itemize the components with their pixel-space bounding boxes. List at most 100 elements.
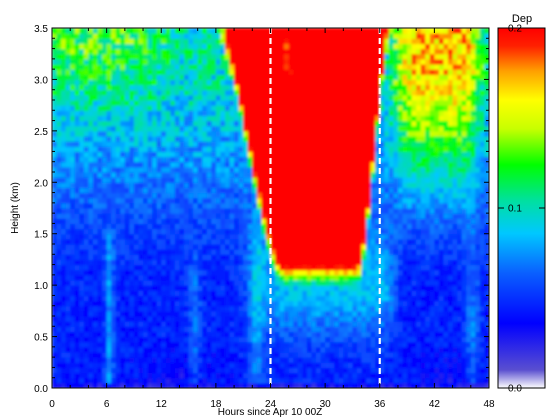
heatmap-cell <box>302 290 308 297</box>
heatmap-cell <box>311 84 317 91</box>
heatmap-cell <box>206 357 212 363</box>
heatmap-cell <box>129 233 135 240</box>
heatmap-cell <box>306 295 313 302</box>
heatmap-cell <box>133 259 140 266</box>
heatmap-cell <box>74 84 80 91</box>
heatmap-cell <box>329 213 335 219</box>
heatmap-cell <box>320 310 326 317</box>
heatmap-cell <box>325 233 331 240</box>
heatmap-cell <box>215 336 222 343</box>
heatmap-cell <box>124 326 130 333</box>
heatmap-cell <box>152 146 158 153</box>
heatmap-cell <box>347 136 354 142</box>
heatmap-cell <box>184 326 190 333</box>
heatmap-cell <box>256 151 262 158</box>
heatmap-cell <box>261 110 267 117</box>
heatmap-cell <box>170 187 176 194</box>
heatmap-cell <box>275 280 281 286</box>
heatmap-cell <box>325 295 331 302</box>
heatmap-cell <box>215 94 222 101</box>
heatmap-cell <box>352 64 358 70</box>
heatmap-cell <box>252 100 258 106</box>
heatmap-cell <box>111 74 117 81</box>
heatmap-cell <box>170 362 176 369</box>
heatmap-cell <box>229 238 235 245</box>
heatmap-cell <box>193 28 199 34</box>
heatmap-cell <box>229 187 235 194</box>
heatmap-cell <box>361 336 367 343</box>
heatmap-cell <box>220 316 226 322</box>
heatmap-cell <box>161 48 167 55</box>
heatmap-cell <box>138 228 144 235</box>
heatmap-cell <box>193 84 199 91</box>
heatmap-cell <box>302 310 308 317</box>
heatmap-cell <box>143 346 149 353</box>
heatmap-cell <box>170 38 176 45</box>
heatmap-cell <box>129 115 135 122</box>
heatmap-cell <box>288 362 294 369</box>
heatmap-cell <box>170 310 176 317</box>
heatmap-cell <box>252 58 258 65</box>
heatmap-cell <box>56 100 62 106</box>
heatmap-cell <box>229 300 235 307</box>
heatmap-cell <box>370 125 376 132</box>
heatmap-cell <box>343 156 349 163</box>
heatmap-cell <box>229 115 235 122</box>
heatmap-cell <box>161 172 167 178</box>
heatmap-cell <box>215 48 222 55</box>
heatmap-cell <box>361 326 367 333</box>
heatmap-cell <box>74 305 80 312</box>
heatmap-cell <box>97 136 103 142</box>
heatmap-cell <box>343 316 349 322</box>
heatmap-cell <box>156 208 162 214</box>
heatmap-cell <box>92 74 99 81</box>
heatmap-cell <box>124 64 130 70</box>
heatmap-cell <box>229 223 235 230</box>
heatmap-cell <box>338 223 344 230</box>
heatmap-cell <box>261 382 267 388</box>
heatmap-cell <box>279 84 285 91</box>
heatmap-cell <box>74 357 80 363</box>
heatmap-cell <box>129 79 135 86</box>
heatmap-cell <box>193 280 199 286</box>
heatmap-cell <box>193 367 199 374</box>
heatmap-cell <box>220 362 226 369</box>
heatmap-cell <box>161 352 167 358</box>
heatmap-cell <box>202 146 208 153</box>
heatmap-cell <box>152 120 158 127</box>
heatmap-cell <box>256 69 262 75</box>
heatmap-cell <box>147 161 153 168</box>
heatmap-cell <box>252 64 258 70</box>
heatmap-cell <box>88 115 94 122</box>
heatmap-cell <box>65 357 71 363</box>
heatmap-cell <box>265 100 272 106</box>
heatmap-cell <box>156 74 162 81</box>
heatmap-cell <box>243 300 249 307</box>
heatmap-cell <box>252 38 258 45</box>
heatmap-cell <box>70 362 76 369</box>
heatmap-cell <box>234 202 240 209</box>
heatmap-cell <box>165 197 171 204</box>
heatmap-cell <box>334 362 340 369</box>
heatmap-cell <box>325 110 331 117</box>
heatmap-cell <box>97 352 103 358</box>
heatmap-cell <box>343 120 349 127</box>
heatmap-cell <box>61 172 67 178</box>
heatmap-cell <box>129 218 135 225</box>
heatmap-cell <box>161 223 167 230</box>
heatmap-cell <box>252 89 258 96</box>
heatmap-cell <box>106 336 112 343</box>
heatmap-cell <box>352 352 358 358</box>
heatmap-cell <box>161 100 167 106</box>
heatmap-cell <box>320 172 326 178</box>
heatmap-cell <box>83 192 90 199</box>
heatmap-cell <box>133 33 140 39</box>
heatmap-cell <box>161 331 167 338</box>
heatmap-cell <box>243 43 249 50</box>
heatmap-cell <box>152 202 158 209</box>
heatmap-cell <box>174 166 181 173</box>
heatmap-cell <box>97 100 103 106</box>
heatmap-cell <box>347 69 354 75</box>
heatmap-cell <box>61 146 67 153</box>
heatmap-cell <box>306 53 313 60</box>
